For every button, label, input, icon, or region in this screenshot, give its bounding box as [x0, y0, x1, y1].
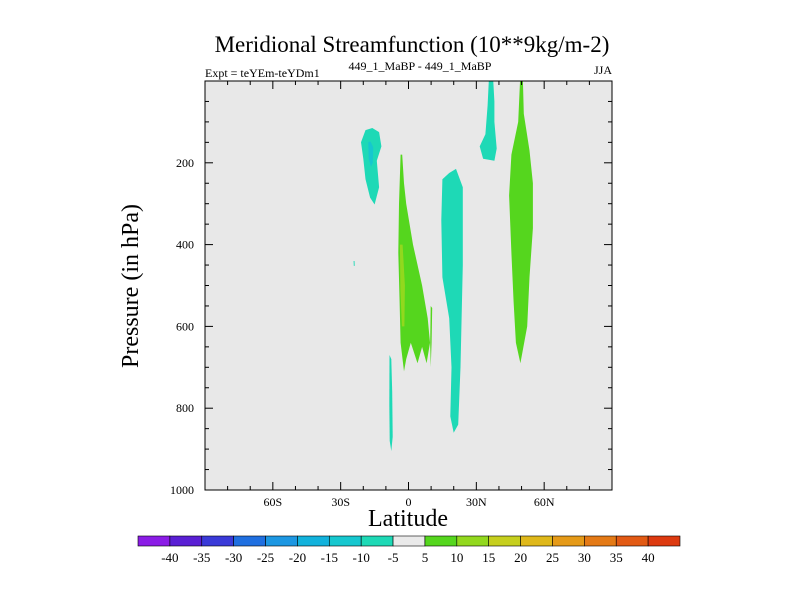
- colorbar-label: -30: [225, 550, 242, 565]
- contour-region-pos-mid-spike: [430, 306, 433, 368]
- colorbar-label: -25: [257, 550, 274, 565]
- plot-area: [204, 80, 613, 491]
- contour-region-neg-mid: [441, 168, 463, 433]
- colorbar: -40 -35 -30 -25 -20 -15 -10 -5 5 10 15 20 25 30 35 40: [137, 535, 681, 565]
- y-tick-label: 800: [176, 401, 194, 415]
- colorbar-label: -40: [161, 550, 178, 565]
- y-axis-label: Pressure (in hPa): [118, 204, 144, 368]
- colorbar-label: 30: [578, 550, 591, 565]
- colorbar-swatch: [552, 535, 585, 547]
- colorbar-swatch: [647, 535, 681, 547]
- colorbar-swatch: [360, 535, 394, 547]
- x-tick-label: 30N: [466, 495, 487, 509]
- colorbar-swatch: [297, 535, 330, 547]
- x-tick-label: 60N: [534, 495, 555, 509]
- plot-frame: [204, 80, 613, 491]
- contour-region-neg-upper-nh: [479, 81, 497, 161]
- x-axis-label: Latitude: [368, 506, 448, 532]
- contour-region-pos-mid-core: [399, 244, 405, 327]
- chart-title: Meridional Streamfunction (10**9kg/m-2): [215, 32, 610, 57]
- y-tick-label: 600: [176, 319, 194, 333]
- x-tick-label: 30S: [331, 495, 350, 509]
- colorbar-label: -35: [193, 550, 210, 565]
- colorbar-swatch: [488, 535, 521, 547]
- colorbar-label: -20: [289, 550, 306, 565]
- colorbar-swatch: [137, 535, 171, 547]
- colorbar-label: -10: [353, 550, 370, 565]
- colorbar-label: 35: [610, 550, 623, 565]
- contour-region-neg-speck: [353, 261, 355, 266]
- contour-region-pos-mid: [398, 154, 430, 372]
- colorbar-swatch: [584, 535, 617, 547]
- x-tick-label: 60S: [263, 495, 282, 509]
- experiment-label: Expt = teYEm-teYDm1: [205, 66, 320, 80]
- contour-region-neg-low: [389, 355, 393, 452]
- colorbar-label: 15: [482, 550, 495, 565]
- colorbar-label: 10: [450, 550, 463, 565]
- colorbar-swatch: [392, 535, 426, 547]
- colorbar-label: 5: [422, 550, 429, 565]
- x-tick-label: 0: [406, 495, 412, 509]
- colorbar-swatch: [169, 535, 203, 547]
- contour-region-neg-upper-sh-core: [368, 141, 374, 167]
- contour-region-pos-nh: [509, 81, 533, 364]
- season-label: JJA: [594, 63, 612, 77]
- colorbar-swatch: [424, 535, 458, 547]
- colorbar-swatch: [265, 535, 298, 547]
- colorbar-swatch: [201, 535, 234, 547]
- y-tick-label: 400: [176, 238, 194, 252]
- y-tick-label: 200: [176, 156, 194, 170]
- colorbar-swatch: [520, 535, 553, 547]
- colorbar-swatch: [456, 535, 490, 547]
- y-tick-label: 1000: [170, 483, 194, 497]
- colorbar-label: 20: [514, 550, 527, 565]
- colorbar-label: -5: [388, 550, 399, 565]
- experiment-name: 449_1_MaBP - 449_1_MaBP: [349, 59, 492, 73]
- colorbar-swatch: [233, 535, 266, 547]
- colorbar-label: 40: [642, 550, 655, 565]
- colorbar-label: -15: [321, 550, 338, 565]
- colorbar-label: 25: [546, 550, 559, 565]
- colorbar-swatch: [615, 535, 649, 547]
- colorbar-swatch: [328, 535, 362, 547]
